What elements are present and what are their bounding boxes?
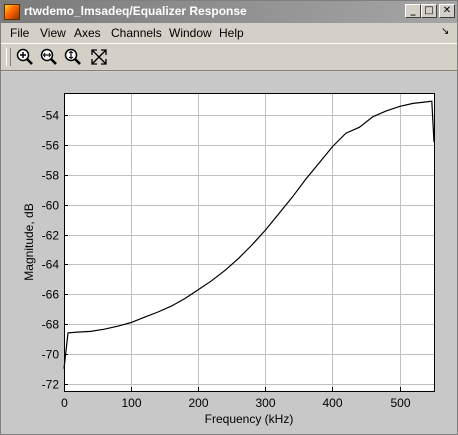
x-tick-label: 500	[390, 396, 410, 410]
menu-axes[interactable]: Axes	[74, 26, 101, 40]
minimize-button[interactable]: _	[405, 4, 421, 18]
y-tick-label: -56	[42, 139, 60, 153]
window-title: rtwdemo_lmsadeq/Equalizer Response	[24, 4, 247, 18]
grid	[64, 93, 434, 391]
zoom-in-icon[interactable]	[15, 47, 35, 67]
menu-view[interactable]: View	[40, 26, 66, 40]
y-tick-label: -68	[42, 318, 60, 332]
x-axis-label: Frequency (kHz)	[205, 412, 294, 426]
maximize-button[interactable]: □	[421, 4, 437, 18]
menu-window[interactable]: Window	[169, 26, 212, 40]
x-tick-label: 300	[255, 396, 275, 410]
ticks: 0 100 200 300 400 500 -54 -56 -58 -60 -62 -64 -66 -68…	[42, 109, 411, 411]
y-tick-label: -60	[42, 199, 60, 213]
menu-file[interactable]: File	[10, 26, 30, 40]
y-tick-label: -58	[42, 169, 60, 183]
y-tick-label: -72	[42, 378, 60, 392]
series-layer	[63, 100, 435, 369]
y-tick-label: -66	[42, 288, 60, 302]
menu-bar: File View Axes Channels Window Help ↘	[1, 24, 457, 42]
y-tick-label: -64	[42, 258, 60, 272]
toolbar-grip[interactable]	[6, 48, 11, 66]
zoom-y-icon[interactable]	[63, 47, 83, 67]
series-line[interactable]	[63, 100, 435, 369]
matlab-icon	[4, 4, 20, 20]
equalizer-response-chart[interactable]: 0 100 200 300 400 500 -54 -56 -58 -60 -62 -64 -66 -68…	[1, 72, 457, 434]
close-button[interactable]: ✕	[439, 4, 455, 18]
autoscale-icon[interactable]	[89, 47, 109, 67]
x-tick-label: 200	[188, 396, 208, 410]
menu-help[interactable]: Help	[219, 26, 244, 40]
x-tick-label: 0	[61, 396, 68, 410]
y-tick-label: -62	[42, 229, 60, 243]
x-tick-label: 400	[322, 396, 342, 410]
figure-area: 0 100 200 300 400 500 -54 -56 -58 -60 -62 -64 -66 -68…	[1, 72, 457, 434]
plot-area[interactable]	[64, 93, 434, 391]
dock-arrow-icon[interactable]: ↘	[441, 26, 450, 37]
y-tick-label: -54	[42, 109, 60, 123]
title-bar[interactable]: rtwdemo_lmsadeq/Equalizer Response _ □ ✕	[1, 1, 457, 23]
y-axis-label: Magnitude, dB	[22, 203, 36, 280]
zoom-x-icon[interactable]	[39, 47, 59, 67]
axes-box	[64, 93, 435, 392]
menu-channels[interactable]: Channels	[111, 26, 162, 40]
toolbar	[1, 43, 457, 71]
x-tick-label: 100	[121, 396, 141, 410]
y-tick-label: -70	[42, 348, 60, 362]
